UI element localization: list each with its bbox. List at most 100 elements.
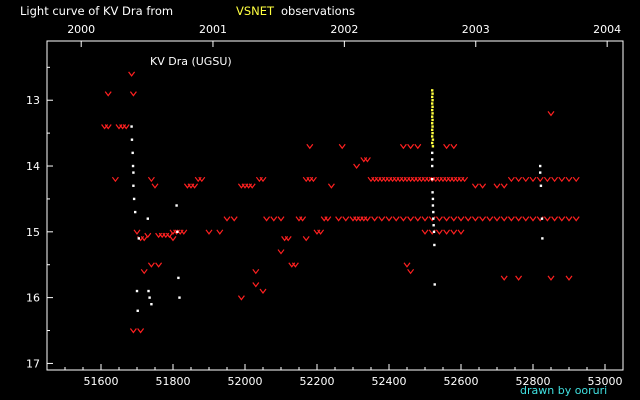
upper-limit-point [500,183,508,189]
visual-point [176,230,179,234]
upper-limit-point [515,176,523,183]
upper-limit-point [547,111,555,117]
bottom-jd-axis: 51600 51800 52000 52200 52400 52600 52800 53000 [64,364,623,388]
year-tick-label: 2001 [199,23,227,36]
visual-point [178,296,181,299]
upper-limit-point [302,236,310,242]
visual-point [177,276,180,280]
x-tick-label: 51800 [156,375,191,388]
x-tick-label: 53000 [588,375,623,388]
upper-limit-point [407,143,415,150]
visual-point [175,204,178,207]
upper-limit-point [450,216,458,222]
upper-limit-point [317,229,325,235]
upper-limit-point [335,216,343,222]
ccd-point [431,138,435,141]
ccd-point [431,112,434,115]
magnitude-axis: 13 14 15 16 17 [26,66,53,370]
upper-limit-point [435,229,443,235]
upper-limit-point [363,157,371,163]
upper-limit-point [155,262,163,268]
upper-limit-point [309,176,317,183]
upper-limit-point [306,143,314,150]
ccd-point [431,135,434,138]
visual-point [431,191,434,194]
upper-limit-point [191,183,199,189]
upper-limit-point [450,143,458,150]
visual-point [541,237,544,240]
upper-limit-point [137,328,145,334]
upper-limit-point [147,262,155,268]
chart-title-suffix: observations [281,4,355,18]
ccd-point [431,141,434,145]
ccd-point [431,118,434,122]
upper-limit-point [291,262,299,268]
visual-point [539,164,542,168]
upper-limit-point [338,143,346,150]
upper-limit-point [443,229,451,235]
upper-limit-point [144,232,152,239]
x-tick-label: 51600 [84,375,119,388]
upper-limit-point [180,229,188,235]
upper-limit-point [407,268,415,275]
upper-limit-point [421,216,429,222]
visual-point [136,309,139,312]
upper-limit-point [543,216,551,222]
upper-limit-point [252,268,260,275]
upper-limit-point [111,176,119,183]
x-tick-label: 52400 [372,375,407,388]
upper-limit-point [237,295,245,301]
upper-limit-point [128,71,136,77]
visual-point [432,217,435,220]
visual-point [431,204,435,207]
upper-limit-point [486,216,494,222]
upper-limit-point [263,216,271,222]
upper-limit-point [558,216,566,222]
visual-point [130,125,133,128]
upper-limit-point [371,216,379,222]
upper-limit-point [507,216,515,222]
upper-limit-point [378,216,386,222]
upper-limit-point [133,229,141,235]
upper-limit-point [572,176,580,183]
upper-limit-point [169,236,177,242]
upper-limit-point [500,275,508,281]
y-tick-label: 15 [26,226,40,239]
upper-limit-point [147,176,155,183]
upper-limit-point [140,268,148,275]
upper-limit-point [252,282,260,288]
upper-limit-point [551,216,559,222]
upper-limit-point [414,216,422,222]
upper-limit-point [421,229,429,235]
upper-limit-point [399,143,407,150]
visual-point [432,230,436,234]
upper-limit-point [522,216,530,222]
visual-point [431,158,434,161]
visual-point [433,243,436,247]
upper-limit-point [122,124,130,130]
upper-limit-point [479,216,487,222]
upper-limit-point [515,275,523,281]
ccd-point [431,105,434,108]
upper-limit-point [270,216,278,222]
upper-limit-point [479,183,487,189]
upper-limit-point [104,124,112,130]
upper-limit-point [342,216,350,222]
upper-limit-point [104,91,112,97]
upper-limit-point [129,328,137,334]
upper-limit-point [223,216,231,222]
visual-point [132,171,135,174]
upper-limit-point [464,216,472,222]
visual-point [539,184,543,187]
upper-limit-point [450,229,458,235]
upper-limit-point [399,216,407,222]
year-tick-label: 2002 [330,23,358,36]
ccd-point [431,89,434,92]
upper-limit-point [392,216,400,222]
visual-point [431,177,434,181]
upper-limit-point [299,216,307,222]
upper-limit-point [205,229,213,235]
x-tick-label: 52600 [444,375,479,388]
upper-limit-point [461,176,469,183]
chart-title-prefix: Light curve of KV Dra from [20,4,173,18]
